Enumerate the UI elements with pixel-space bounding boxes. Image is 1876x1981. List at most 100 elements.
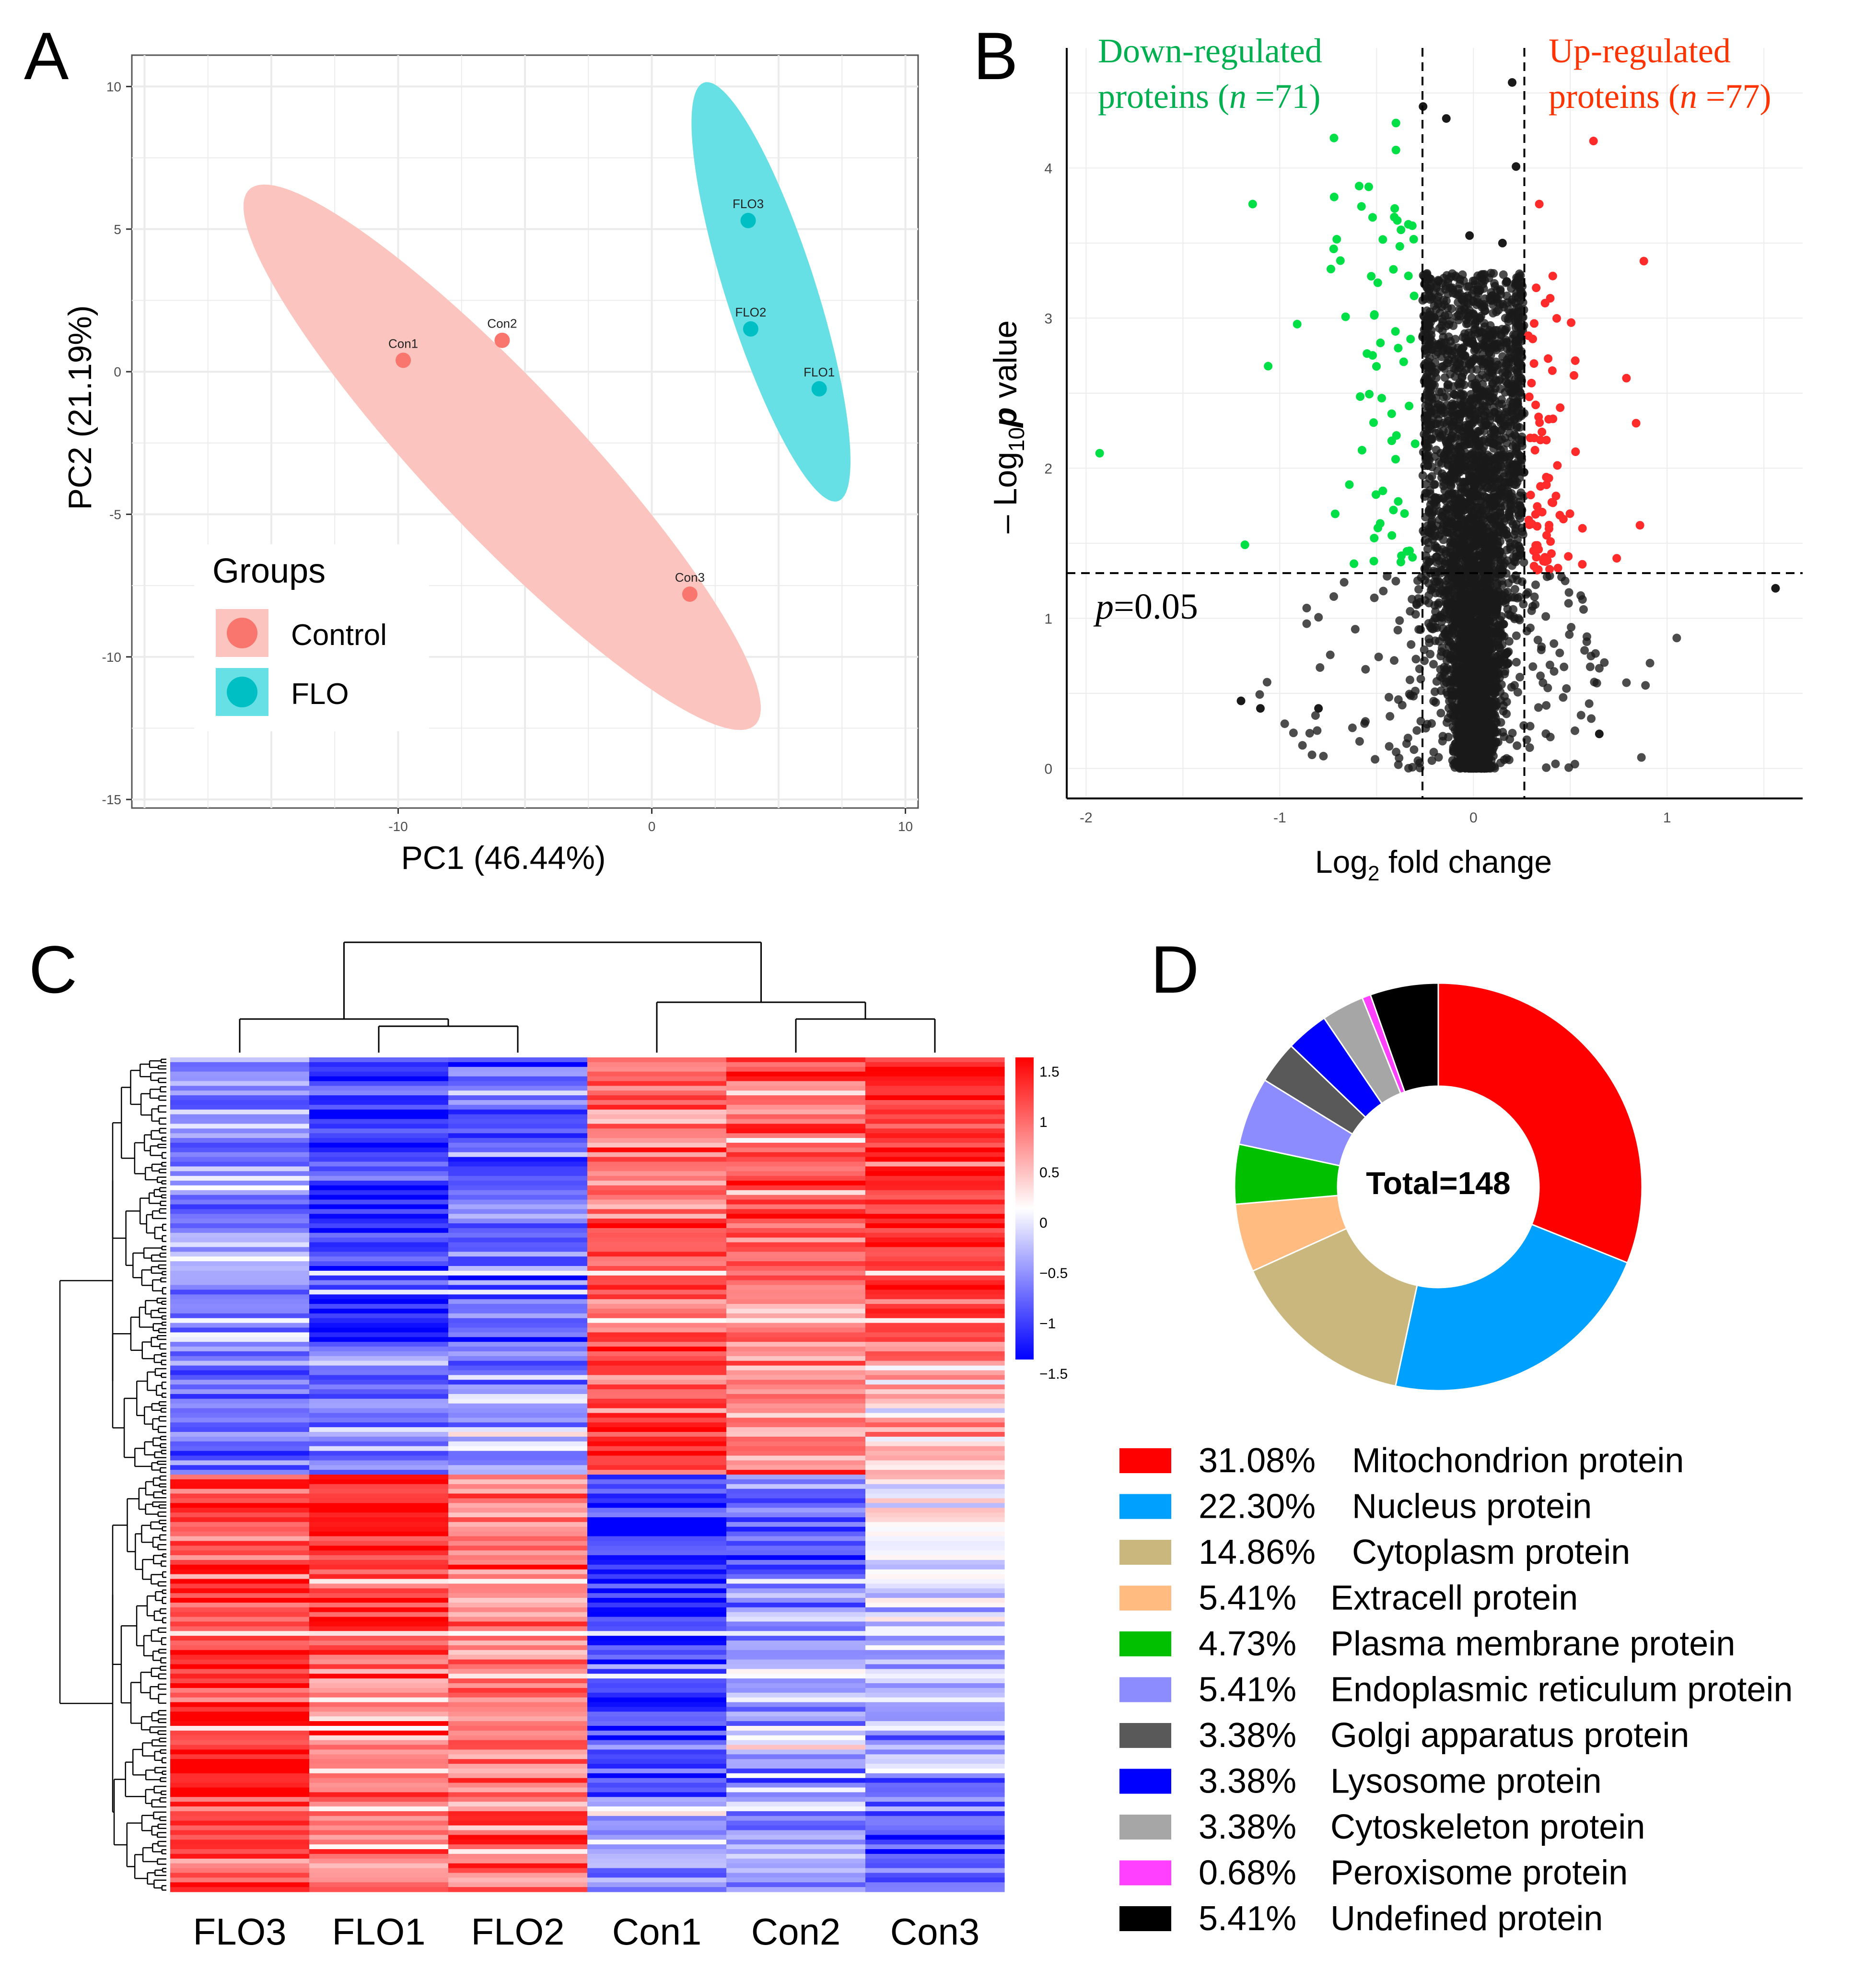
volcano-point-ns	[1509, 410, 1518, 419]
volcano-point-ns	[1514, 384, 1523, 393]
volcano-point-ns	[1530, 592, 1539, 601]
volcano-point-ns	[1516, 271, 1525, 280]
volcano-point-ns	[1348, 723, 1357, 732]
volcano-point-ns	[1355, 737, 1364, 746]
volcano-point-down	[1375, 519, 1385, 528]
volcano-point-ns	[1432, 373, 1441, 382]
volcano-point-down	[1248, 199, 1257, 209]
volcano-point-up	[1532, 552, 1541, 562]
panel-letter-a: A	[24, 18, 69, 94]
volcano-point-ns	[1425, 638, 1434, 647]
volcano-point-ns	[1515, 423, 1524, 432]
volcano-point-ns	[1435, 547, 1444, 556]
volcano-point-ns	[1487, 538, 1496, 547]
volcano-point-ns	[1450, 539, 1459, 548]
volcano-point-up	[1542, 531, 1551, 540]
volcano-point-up	[1538, 427, 1547, 436]
volcano-point-ns	[1492, 326, 1502, 335]
volcano-point-ns	[1436, 613, 1445, 622]
volcano-point-ns-outlier	[1498, 238, 1507, 247]
pca-ellipse-control	[243, 184, 761, 730]
volcano-point-ns	[1450, 521, 1459, 530]
volcano-point-ns	[1433, 296, 1442, 305]
volcano-point-ns	[1518, 530, 1527, 539]
volcano-point-down	[1330, 509, 1340, 518]
volcano-point-ns	[1420, 656, 1429, 665]
volcano-point-ns	[1436, 401, 1445, 410]
volcano-y-tick-label: 1	[1044, 611, 1052, 627]
legend-flo-marker	[227, 677, 257, 707]
volcano-point-ns	[1583, 632, 1591, 641]
volcano-point-ns	[1564, 599, 1573, 608]
volcano-point-ns	[1442, 599, 1451, 608]
volcano-point-ns	[1550, 667, 1559, 676]
volcano-point-up	[1546, 537, 1555, 546]
volcano-point-ns-outlier	[1465, 231, 1474, 240]
pca-point-con1	[396, 352, 411, 368]
volcano-point-ns	[1432, 677, 1441, 686]
volcano-point-ns	[1425, 344, 1434, 353]
volcano-point-ns	[1470, 276, 1480, 285]
volcano-point-up	[1526, 491, 1535, 500]
volcano-point-ns	[1585, 699, 1594, 708]
volcano-point-ns	[1484, 705, 1492, 715]
volcano-point-ns	[1438, 644, 1446, 652]
volcano-point-ns	[1546, 732, 1555, 741]
volcano-point-up	[1545, 521, 1554, 530]
volcano-point-ns	[1516, 467, 1525, 476]
volcano-point-ns	[1489, 612, 1498, 621]
volcano-point-ns	[1418, 471, 1427, 480]
volcano-point-ns	[1451, 434, 1460, 443]
volcano-point-ns	[1470, 653, 1479, 662]
volcano-point-ns	[1452, 570, 1460, 579]
volcano-point-ns	[1307, 750, 1317, 760]
volcano-point-ns	[1435, 308, 1445, 317]
volcano-point-ns-outlier	[1256, 704, 1265, 713]
volcano-point-down	[1387, 531, 1397, 540]
panel-letter-b: B	[973, 18, 1018, 94]
volcano-point-ns	[1509, 311, 1518, 320]
volcano-point-ns	[1455, 363, 1464, 373]
volcano-point-ns	[1512, 341, 1521, 350]
volcano-point-ns	[1454, 510, 1463, 519]
volcano-point-ns	[1500, 501, 1509, 510]
volcano-point-down	[1409, 234, 1418, 244]
volcano-point-ns	[1542, 763, 1551, 772]
volcano-point-ns	[1490, 434, 1498, 443]
volcano-point-ns	[1543, 683, 1552, 692]
volcano-point-ns	[1442, 718, 1451, 727]
volcano-point-ns	[1471, 318, 1480, 327]
volcano-point-ns	[1480, 341, 1489, 351]
volcano-point-ns-outlier	[1314, 704, 1323, 713]
volcano-point-down	[1369, 557, 1378, 566]
volcano-point-ns	[1484, 366, 1493, 375]
volcano-point-ns	[1542, 701, 1551, 710]
volcano-point-ns	[1405, 675, 1414, 684]
volcano-point-down	[1264, 362, 1273, 371]
volcano-point-ns	[1480, 276, 1489, 285]
volcano-point-down	[1378, 486, 1387, 495]
volcano-point-ns	[1416, 716, 1425, 726]
volcano-point-ns	[1460, 738, 1469, 747]
legend-flo-label: FLO	[291, 678, 349, 711]
pca-legend: Groups Control FLO	[194, 544, 429, 731]
volcano-point-ns	[1412, 726, 1422, 735]
volcano-point-ns	[1489, 372, 1498, 381]
volcano-point-ns	[1459, 276, 1468, 285]
volcano-point-ns	[1637, 753, 1646, 762]
volcano-point-ns	[1472, 596, 1481, 605]
volcano-point-ns	[1392, 748, 1401, 757]
volcano-point-ns	[1386, 712, 1395, 721]
volcano-point-ns	[1497, 426, 1506, 435]
volcano-point-ns	[1470, 524, 1479, 533]
volcano-point-ns	[1452, 759, 1460, 768]
volcano-point-ns	[1438, 737, 1447, 746]
volcano-point-down	[1399, 357, 1408, 366]
volcano-point-ns	[1427, 392, 1436, 401]
volcano-point-ns	[1487, 288, 1496, 297]
volcano-point-ns	[1361, 665, 1370, 674]
volcano-point-ns	[1460, 620, 1469, 629]
volcano-y-tick-label: 0	[1044, 761, 1052, 777]
pca-x-ticks: -10 0 10	[388, 808, 913, 834]
